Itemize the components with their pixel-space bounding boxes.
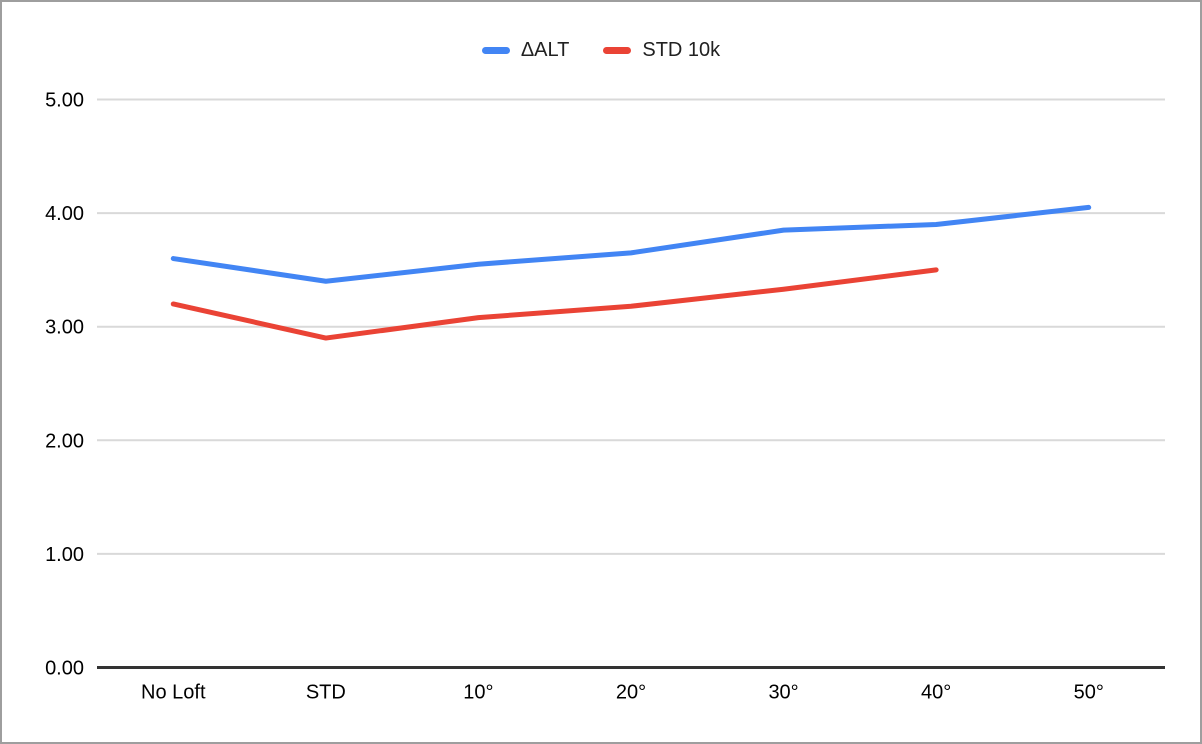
legend-swatch-alt-icon xyxy=(481,46,510,54)
series-line-alt[interactable] xyxy=(170,204,1092,284)
x-axis-tick-label: 50° xyxy=(1074,682,1104,704)
legend-swatch-std-10k-icon xyxy=(603,46,632,54)
x-axis-tick-label: 10° xyxy=(463,682,493,704)
legend-item-std-10k[interactable]: STD 10k xyxy=(603,38,720,62)
x-axis-tick-label: 40° xyxy=(921,682,951,704)
x-axis-tick-label: 30° xyxy=(768,682,798,704)
legend-label-alt: ΔALT xyxy=(520,39,570,61)
y-axis-tick-label: 2.00 xyxy=(45,430,84,452)
legend-label-std-10k: STD 10k xyxy=(642,39,721,61)
series-line-std-10k[interactable] xyxy=(170,267,939,341)
x-axis-tick-label: STD xyxy=(306,682,346,704)
y-axis-tick-label: 5.00 xyxy=(45,90,84,112)
y-axis-tick-label: 3.00 xyxy=(45,317,84,339)
legend-item-alt[interactable]: ΔALT xyxy=(481,38,570,62)
x-axis-tick-label: No Loft xyxy=(141,682,206,704)
legend: ΔALT STD 10k xyxy=(2,38,1200,62)
y-axis-tick-label: 1.00 xyxy=(45,544,84,566)
y-axis-tick-label: 4.00 xyxy=(45,203,84,225)
x-axis-tick-label: 20° xyxy=(616,682,646,704)
y-axis-tick-label: 0.00 xyxy=(45,658,84,680)
